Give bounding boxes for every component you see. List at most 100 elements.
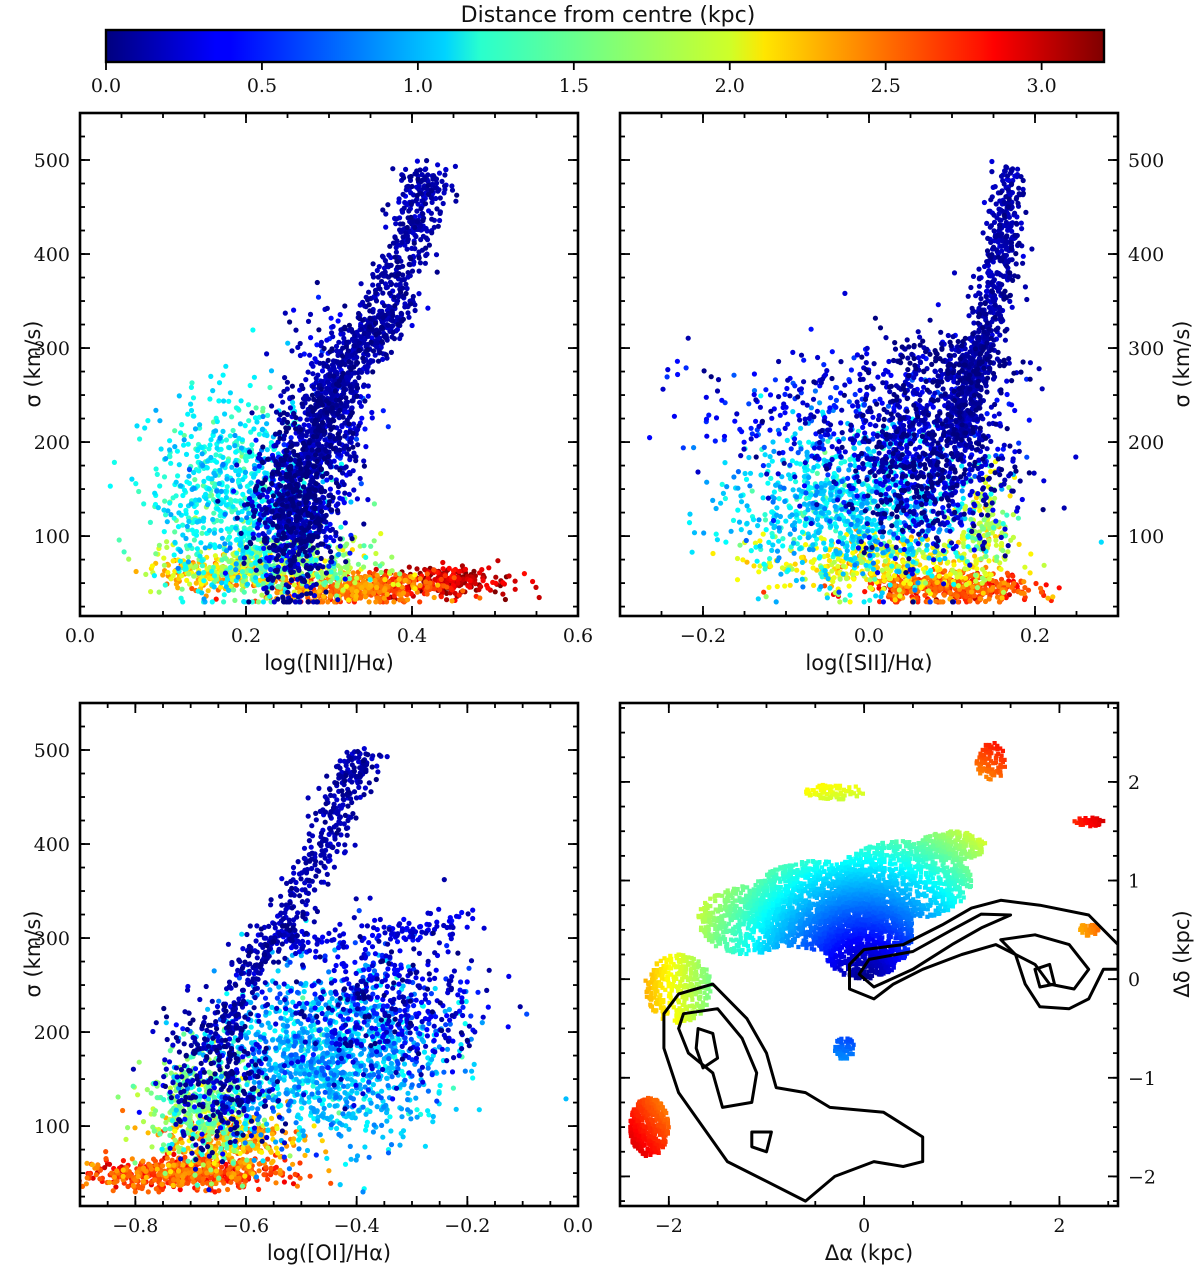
scatter-point xyxy=(257,558,263,564)
scatter-point xyxy=(369,415,375,421)
scatter-point xyxy=(271,547,277,553)
scatter-point xyxy=(158,446,164,452)
scatter-point xyxy=(291,307,297,313)
scatter-point xyxy=(892,597,898,603)
scatter-point xyxy=(372,352,378,358)
scatter-point xyxy=(1022,585,1028,591)
scatter-point xyxy=(194,546,200,552)
scatter-point xyxy=(740,557,746,563)
scatter-point xyxy=(259,592,265,598)
scatter-point xyxy=(377,286,383,292)
y-tick-label: 100 xyxy=(34,526,70,548)
scatter-point xyxy=(886,592,892,598)
scatter-point xyxy=(202,545,208,551)
scatter-point xyxy=(240,578,246,584)
scatter-point xyxy=(355,370,361,376)
scatter-point xyxy=(989,586,995,592)
scatter-point xyxy=(406,261,412,267)
scatter-point xyxy=(254,419,260,425)
scatter-point xyxy=(260,413,266,420)
scatter-point xyxy=(431,594,437,601)
scatter-point xyxy=(276,417,282,423)
scatter-point xyxy=(811,582,817,589)
scatter-point xyxy=(352,333,358,339)
scatter-point xyxy=(232,597,238,604)
scatter-point xyxy=(314,433,320,440)
scatter-point xyxy=(1033,580,1039,587)
scatter-point xyxy=(922,592,928,598)
scatter-point xyxy=(234,536,240,543)
scatter-point xyxy=(263,572,270,579)
scatter-point xyxy=(404,285,410,292)
scatter-point xyxy=(178,430,184,436)
scatter-point xyxy=(310,545,316,551)
scatter-point xyxy=(403,281,409,287)
scatter-point xyxy=(186,571,192,577)
scatter-point xyxy=(182,487,188,493)
scatter-point xyxy=(281,416,287,422)
scatter-point xyxy=(233,525,239,531)
scatter-point xyxy=(366,599,372,605)
scatter-point xyxy=(362,398,368,404)
scatter-point xyxy=(234,550,240,556)
scatter-point xyxy=(414,566,420,572)
scatter-point xyxy=(203,495,209,502)
scatter-point xyxy=(304,583,310,589)
scatter-point xyxy=(321,593,327,599)
scatter-point xyxy=(333,464,339,470)
scatter-point xyxy=(434,180,440,186)
scatter-point xyxy=(389,308,395,314)
scatter-point xyxy=(267,593,273,599)
scatter-point xyxy=(437,217,443,224)
y-tick-label: 300 xyxy=(34,338,70,360)
scatter-point xyxy=(268,368,275,374)
scatter-point xyxy=(433,195,439,202)
scatter-point xyxy=(284,419,291,425)
scatter-point xyxy=(215,506,221,512)
scatter-point xyxy=(152,490,158,496)
scatter-point xyxy=(358,334,364,340)
scatter-point xyxy=(265,576,271,583)
scatter-point xyxy=(298,465,304,472)
scatter-point xyxy=(955,599,961,605)
scatter-point xyxy=(399,239,405,245)
scatter-point xyxy=(337,543,343,549)
scatter-point xyxy=(414,192,420,199)
scatter-point xyxy=(284,543,290,549)
scatter-point xyxy=(395,582,401,588)
scatter-point xyxy=(308,335,314,341)
scatter-point xyxy=(993,580,1000,586)
scatter-point xyxy=(890,587,896,593)
scatter-point xyxy=(193,563,199,569)
scatter-point xyxy=(282,453,288,459)
scatter-point xyxy=(260,581,266,587)
scatter-point xyxy=(1021,579,1027,585)
scatter-point xyxy=(177,558,183,564)
scatter-point xyxy=(243,458,249,464)
scatter-point xyxy=(260,531,266,537)
scatter-point xyxy=(431,174,437,180)
scatter-point xyxy=(328,474,334,480)
scatter-point xyxy=(324,477,330,483)
scatter-point xyxy=(328,589,334,595)
scatter-point xyxy=(259,507,265,513)
scatter-point xyxy=(291,582,297,588)
scatter-point xyxy=(434,206,440,212)
scatter-point xyxy=(276,491,282,497)
scatter-point xyxy=(223,502,229,508)
scatter-point xyxy=(444,597,450,603)
scatter-point xyxy=(311,463,317,469)
scatter-point xyxy=(260,599,266,605)
scatter-point xyxy=(153,407,159,413)
scatter-point xyxy=(395,322,401,328)
scatter-point xyxy=(222,411,228,417)
scatter-point xyxy=(176,510,182,516)
scatter-point xyxy=(299,401,305,407)
scatter-point xyxy=(361,463,367,469)
scatter-point xyxy=(304,591,310,597)
scatter-point xyxy=(370,358,376,364)
scatter-point xyxy=(329,405,335,411)
scatter-point xyxy=(397,227,403,233)
scatter-point xyxy=(438,576,444,583)
scatter-point xyxy=(260,487,266,493)
